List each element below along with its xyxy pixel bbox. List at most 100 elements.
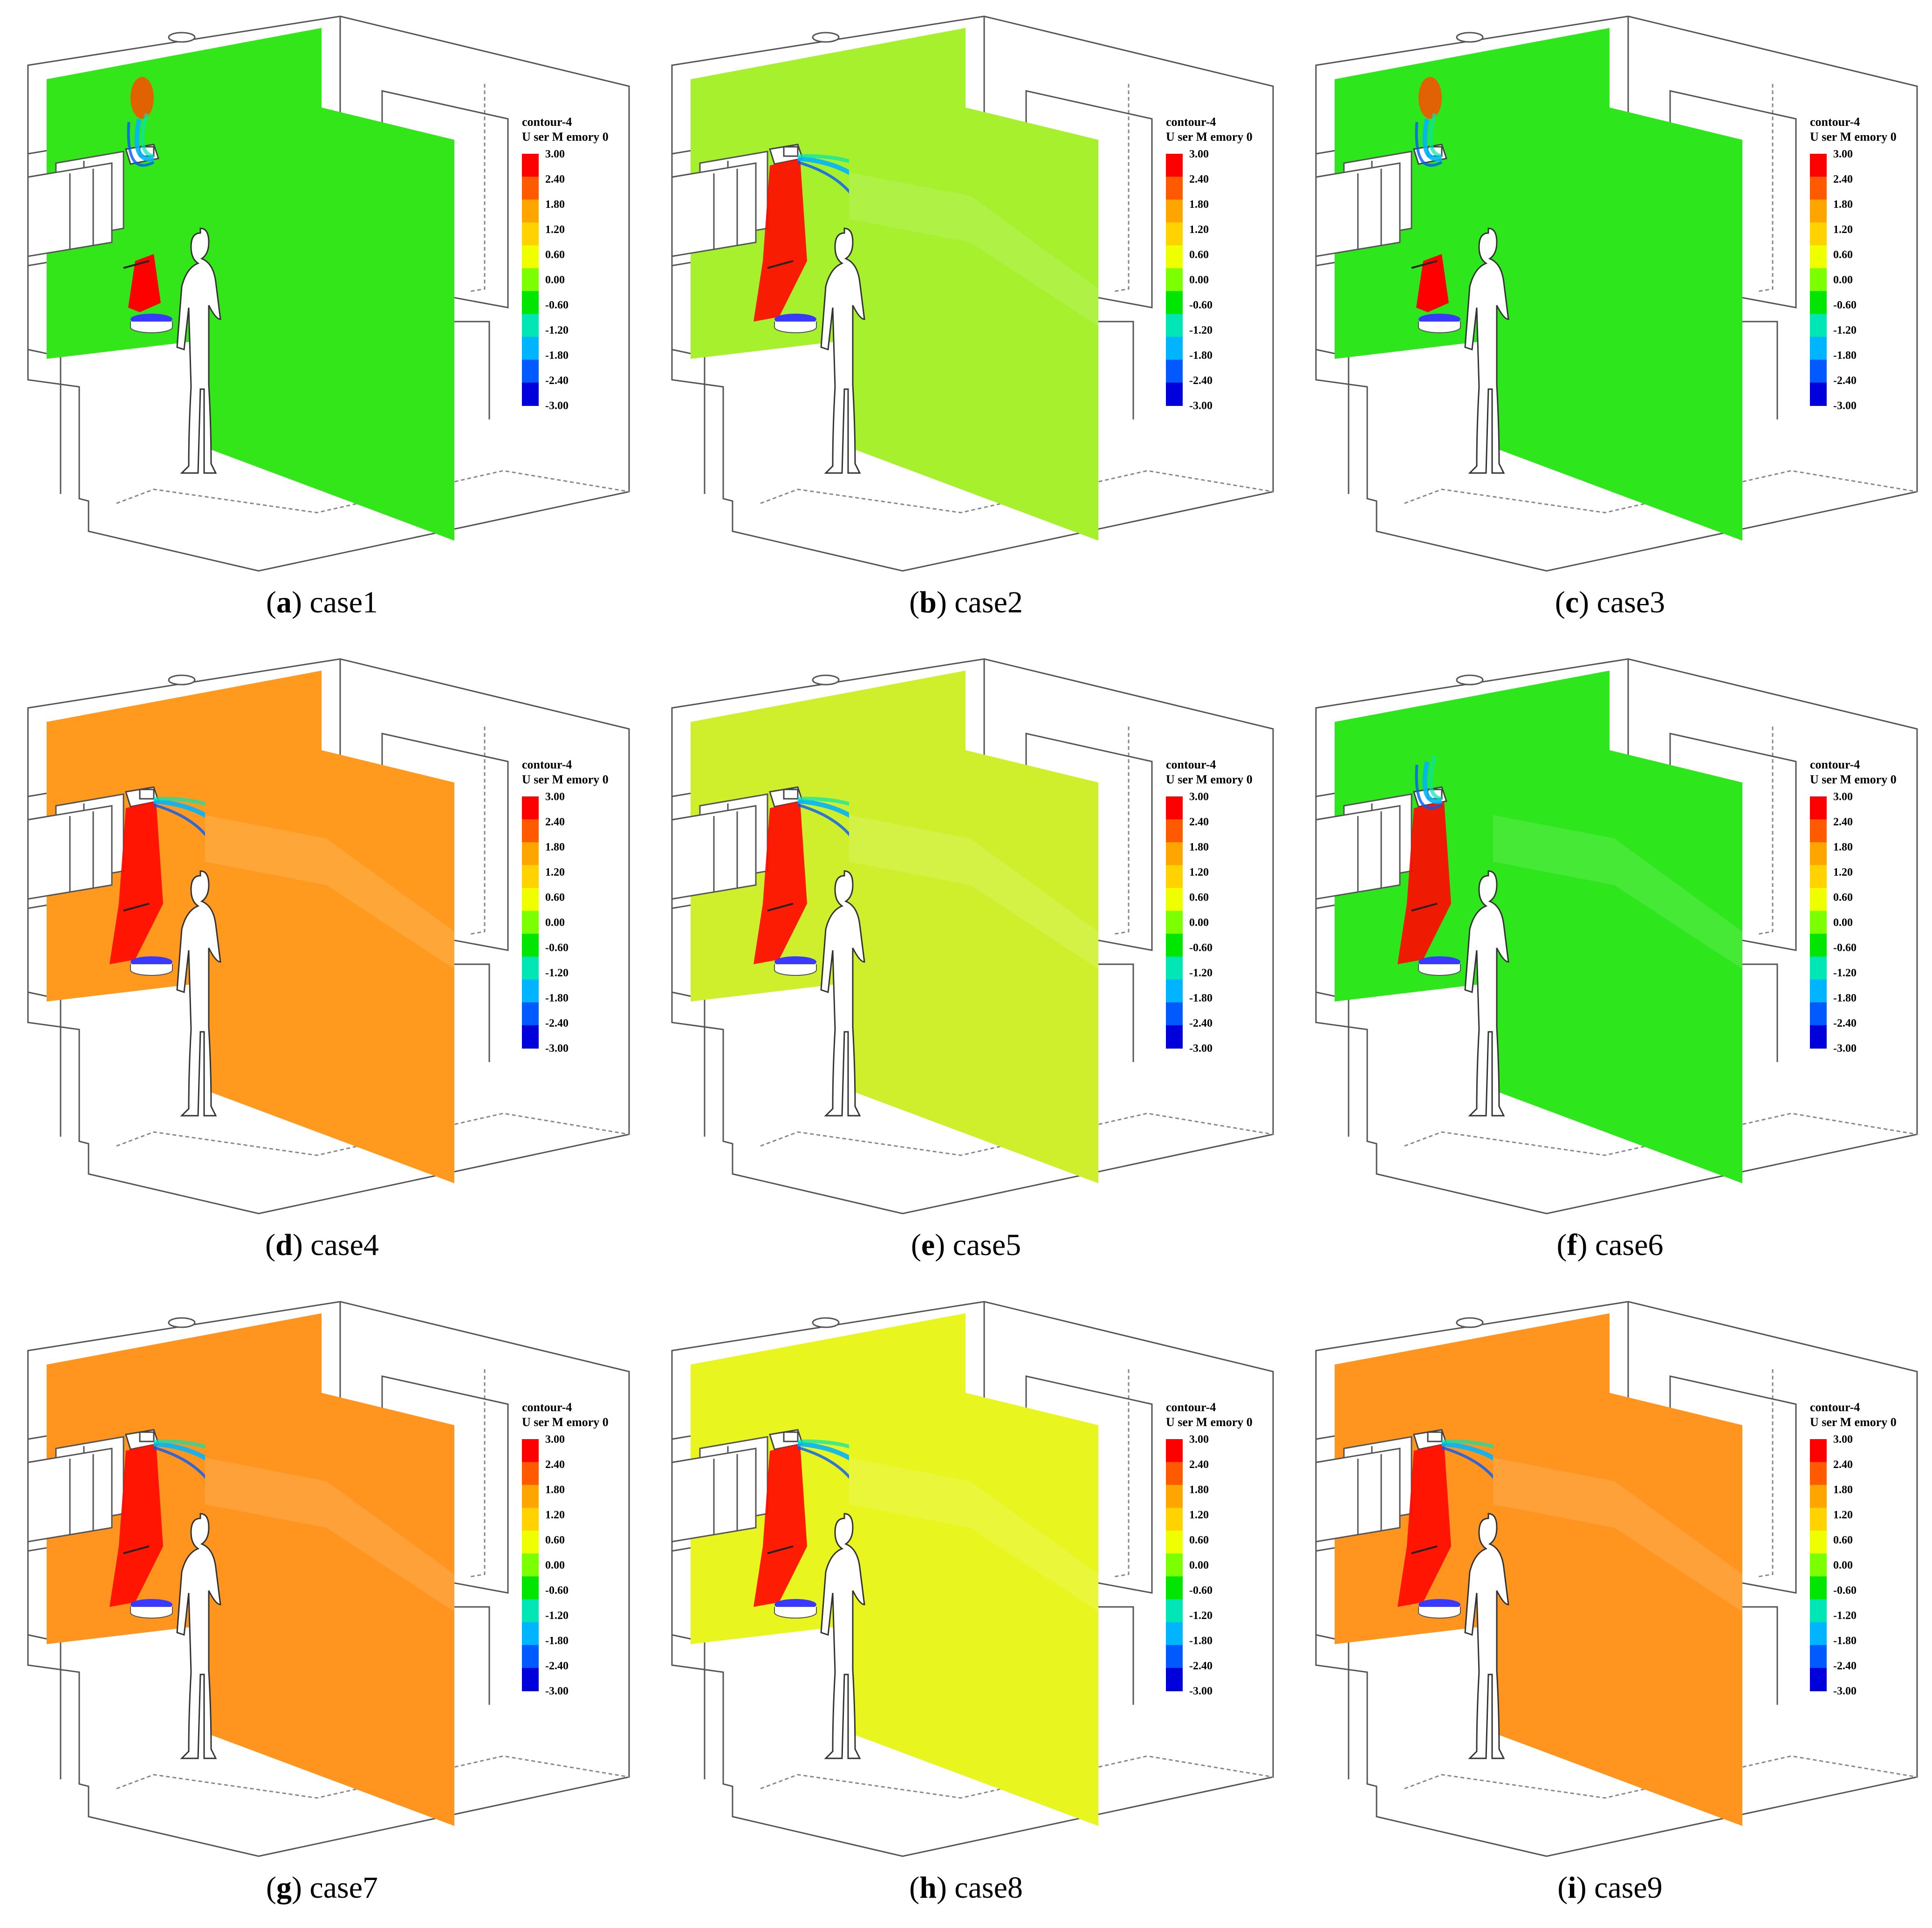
person-silhouette xyxy=(1464,870,1509,1117)
colorbar-segment xyxy=(522,1508,539,1531)
colorbar-segment xyxy=(1810,291,1827,315)
colorbar-segment xyxy=(1810,268,1827,292)
colorbar-subtitle: U ser M emory 0 xyxy=(1810,1415,1897,1429)
wall-cabinets xyxy=(1315,1436,1412,1543)
colorbar-tick-label: 0.00 xyxy=(1833,1559,1853,1571)
panel-letter: a xyxy=(276,585,292,619)
colorbar-segment xyxy=(522,1645,539,1668)
flow-streak xyxy=(1493,815,1742,969)
contour-render-case2: contour-4U ser M emory 0 3.00 2.40 1.80 1.20… xyxy=(671,15,1274,572)
colorbar-tick-label: 2.40 xyxy=(1833,173,1853,185)
colorbar-segment xyxy=(1166,796,1183,820)
colorbar-tick-label: 0.60 xyxy=(1833,249,1853,261)
colorbar-tick-label: 0.60 xyxy=(1189,1534,1209,1546)
colorbar-segment xyxy=(522,865,539,889)
colorbar-segment xyxy=(522,911,539,934)
colorbar-segment xyxy=(1166,382,1183,406)
colorbar-tick-label: -0.60 xyxy=(545,299,569,311)
colorbar-segment xyxy=(1810,222,1827,246)
heat-plume xyxy=(1398,801,1451,964)
colorbar-segment xyxy=(1166,177,1183,200)
colorbar-tick-label: 0.00 xyxy=(545,917,565,929)
colorbar-tick-label: -2.40 xyxy=(1833,375,1857,387)
colorbar-tick-label: 1.80 xyxy=(1833,1484,1853,1496)
colorbar-title: contour-4 xyxy=(522,115,572,129)
ceiling-vent xyxy=(1456,1317,1484,1328)
heat-plume xyxy=(754,158,807,322)
wall-cabinets xyxy=(671,1436,768,1543)
colorbar-segment xyxy=(1810,1576,1827,1600)
heat-plume xyxy=(1416,254,1449,312)
colorbar-segment xyxy=(1166,1553,1183,1577)
colorbar-legend: contour-4U ser M emory 0 3.00 2.40 1.80 1.20… xyxy=(1810,115,1897,412)
heat-plume xyxy=(754,801,807,964)
panel-letter: i xyxy=(1568,1871,1576,1905)
front-contour-slice xyxy=(849,722,1098,1183)
colorbar-segment xyxy=(1166,359,1183,383)
panel-case6: contour-4 U ser M emory 0 3.00 2.40 1.80 1.20… xyxy=(1288,643,1932,1285)
colorbar-tick-label: -2.40 xyxy=(545,1660,569,1672)
colorbar-tick-label: 1.20 xyxy=(1189,866,1209,878)
colorbar-tick-label: 0.60 xyxy=(545,249,565,261)
heat-plume xyxy=(110,801,163,964)
stove-burner xyxy=(130,956,173,976)
colorbar-segment xyxy=(1810,1025,1827,1049)
colorbar-segment xyxy=(1166,314,1183,337)
colorbar-tick-label: 2.40 xyxy=(1833,1459,1853,1471)
colorbar-tick-label: -0.60 xyxy=(1833,1585,1857,1597)
person-silhouette xyxy=(1464,227,1509,474)
panel-label: case2 xyxy=(954,585,1023,619)
stove-burner xyxy=(130,314,173,333)
colorbar-tick-label: 3.00 xyxy=(545,1434,565,1446)
wall-cabinets xyxy=(27,793,124,900)
colorbar-segment xyxy=(1166,199,1183,223)
panel-letter: d xyxy=(275,1228,293,1262)
stove-burner xyxy=(774,956,817,976)
colorbar-tick-label: 1.80 xyxy=(1189,841,1209,853)
panel-label: case3 xyxy=(1596,585,1665,619)
hot-spot xyxy=(130,77,154,119)
flow-streak xyxy=(1493,1458,1742,1612)
colorbar-segment xyxy=(1166,245,1183,269)
room-wireframe xyxy=(671,1301,1274,1857)
colorbar-tick-label: 0.60 xyxy=(1833,892,1853,904)
colorbar-tick-label: -1.20 xyxy=(545,967,569,979)
colorbar-title: contour-4 xyxy=(1810,758,1860,771)
colorbar-tick-label: -0.60 xyxy=(1189,1585,1213,1597)
colorbar-segment xyxy=(1810,199,1827,223)
colorbar-tick-label: 1.80 xyxy=(1833,199,1853,211)
front-contour-slice xyxy=(849,79,1098,541)
colorbar-tick-label: 1.80 xyxy=(1833,841,1853,853)
panel-label: case9 xyxy=(1594,1871,1663,1905)
colorbar-legend: contour-4U ser M emory 0 3.00 2.40 1.80 1.20… xyxy=(522,1400,609,1697)
colorbar-segment xyxy=(1810,888,1827,912)
colorbar-segment xyxy=(1810,1439,1827,1463)
stove-burner xyxy=(130,1599,173,1619)
colorbar-segment xyxy=(1810,819,1827,843)
colorbar-segment xyxy=(1166,1508,1183,1531)
front-contour-slice xyxy=(205,79,454,541)
colorbar-tick-label: -1.80 xyxy=(1189,1635,1213,1647)
colorbar-tick-label: 3.00 xyxy=(545,148,565,160)
colorbar-segment xyxy=(522,1485,539,1509)
colorbar-tick-label: 1.20 xyxy=(545,866,565,878)
colorbar-tick-label: 1.20 xyxy=(1833,1509,1853,1521)
person-silhouette xyxy=(820,227,865,474)
contour-render-case3: contour-4U ser M emory 0 3.00 2.40 1.80 1.20… xyxy=(1315,15,1918,572)
colorbar-tick-label: 0.00 xyxy=(1189,917,1209,929)
colorbar-tick-label: -0.60 xyxy=(1833,942,1857,954)
colorbar-tick-label: 0.60 xyxy=(1189,892,1209,904)
panel-letter: g xyxy=(276,1871,292,1905)
panel-case5: contour-4 U ser M emory 0 3.00 2.40 1.80 1.20… xyxy=(644,643,1288,1285)
colorbar-segment xyxy=(1810,382,1827,406)
colorbar-tick-label: 0.00 xyxy=(1833,917,1853,929)
colorbar-tick-label: 3.00 xyxy=(1189,1434,1209,1446)
colorbar-subtitle: U ser M emory 0 xyxy=(1166,130,1253,144)
colorbar-tick-label: -2.40 xyxy=(545,1017,569,1029)
front-contour-slice xyxy=(205,1365,454,1826)
panel-label: case1 xyxy=(309,585,378,619)
panel-letter: c xyxy=(1565,585,1579,619)
wall-cabinets xyxy=(27,151,124,257)
heat-plume xyxy=(110,1444,163,1607)
colorbar-tick-label: -3.00 xyxy=(1833,400,1857,412)
